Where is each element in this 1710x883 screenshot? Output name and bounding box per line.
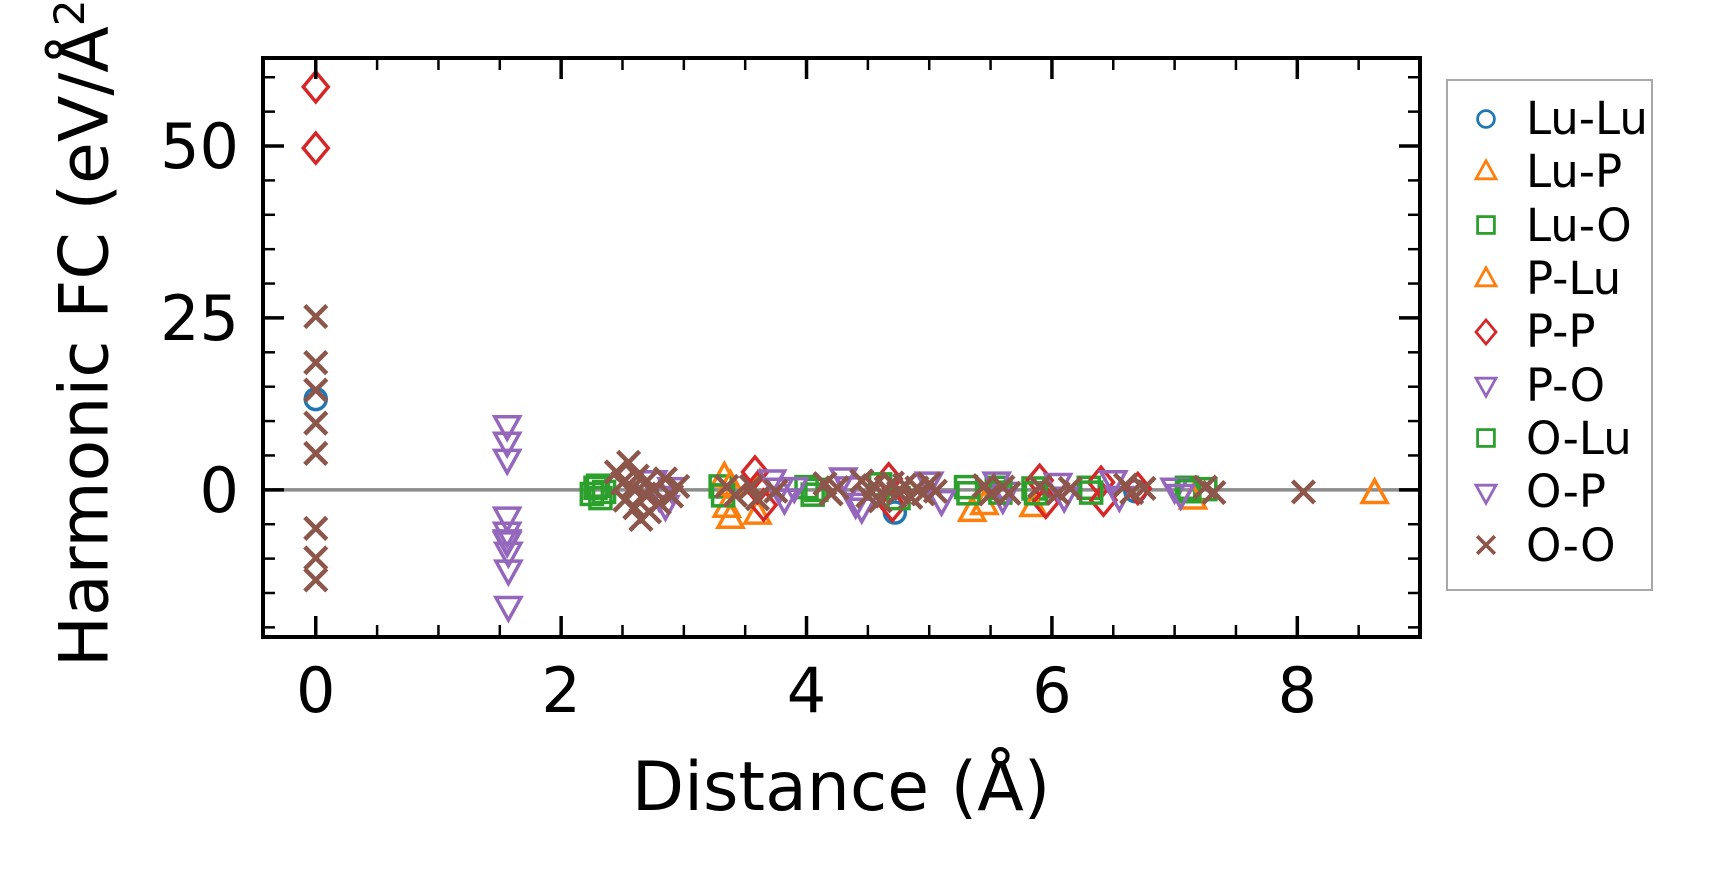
data-point-o-o bbox=[303, 440, 329, 466]
data-point-o-o bbox=[665, 473, 691, 499]
y-tick-label: 0 bbox=[200, 454, 239, 527]
data-point-o-o bbox=[824, 475, 850, 501]
data-point-o-o bbox=[616, 449, 642, 475]
x-tick-label: 8 bbox=[1278, 654, 1317, 727]
legend-item-lu-o: Lu-O bbox=[1466, 199, 1651, 252]
data-point-o-p bbox=[492, 559, 524, 588]
legend-label: Lu-P bbox=[1526, 145, 1623, 199]
legend-item-p-o: P-O bbox=[1466, 358, 1651, 412]
x-tick-label: 2 bbox=[541, 654, 580, 727]
data-point-p-o bbox=[840, 492, 872, 521]
data-point-o-o bbox=[1027, 473, 1053, 499]
triangle-down-icon bbox=[1473, 483, 1499, 506]
data-point-o-o bbox=[744, 486, 771, 512]
data-point-o-o bbox=[1201, 480, 1227, 506]
data-point-o-o bbox=[996, 480, 1022, 506]
y-axis-label-text: Harmonic FC (eV/Å bbox=[45, 26, 125, 668]
data-point-lu-o bbox=[588, 485, 613, 511]
triangle-up-icon bbox=[1473, 264, 1499, 287]
legend-label: O-P bbox=[1526, 465, 1607, 519]
data-point-o-p bbox=[1165, 483, 1197, 512]
data-point-o-p bbox=[492, 595, 524, 624]
data-point-o-p bbox=[926, 489, 957, 518]
data-point-o-o bbox=[303, 303, 329, 330]
series-o-o bbox=[303, 303, 1317, 593]
legend-label: P-O bbox=[1526, 358, 1606, 412]
legend-item-p-p: P-P bbox=[1466, 305, 1651, 358]
data-point-p-p bbox=[877, 487, 908, 524]
data-point-p-p bbox=[300, 130, 331, 166]
x-tick-label: 0 bbox=[296, 654, 335, 727]
triangle-down-icon bbox=[1473, 376, 1499, 400]
data-point-lu-p bbox=[956, 494, 988, 523]
y-axis-label-superscript: 2 bbox=[44, 0, 94, 27]
data-point-o-o bbox=[867, 488, 893, 514]
legend-item-lu-lu: Lu-Lu bbox=[1466, 92, 1651, 145]
legend-label: P-P bbox=[1526, 305, 1596, 359]
data-point-p-o bbox=[491, 506, 523, 535]
data-point-o-p bbox=[491, 529, 523, 557]
data-point-p-o bbox=[768, 488, 800, 517]
legend-label: Lu-Lu bbox=[1526, 92, 1648, 146]
data-point-o-lu bbox=[1078, 480, 1104, 505]
data-point-p-o bbox=[492, 541, 524, 570]
data-point-o-o bbox=[303, 350, 329, 376]
data-point-o-lu bbox=[585, 473, 611, 498]
data-point-lu-o bbox=[953, 474, 979, 500]
legend-label: O-Lu bbox=[1526, 411, 1632, 465]
data-point-o-o bbox=[1131, 475, 1157, 502]
plot-frame bbox=[261, 56, 1422, 639]
data-point-p-o bbox=[491, 448, 523, 477]
legend-item-o-p: O-P bbox=[1466, 465, 1651, 518]
y-tick-label: 25 bbox=[160, 282, 239, 355]
data-point-o-o bbox=[652, 466, 679, 492]
y-axis-label: Harmonic FC (eV/Å2) bbox=[44, 0, 125, 668]
triangle-up-icon bbox=[1473, 157, 1499, 181]
data-point-o-o bbox=[1290, 479, 1317, 505]
legend-label: O-O bbox=[1526, 518, 1616, 572]
circle-icon bbox=[1476, 108, 1496, 129]
series-p-p bbox=[300, 69, 1153, 524]
legend: Lu-Lu Lu-P Lu-O P-Lu P-P P-O O-Lu O-P O-O bbox=[1446, 79, 1653, 591]
x-tick-label: 6 bbox=[1032, 654, 1071, 727]
data-point-p-o bbox=[491, 414, 523, 443]
data-point-p-p bbox=[300, 69, 331, 105]
data-point-p-lu bbox=[741, 496, 773, 525]
data-point-p-o bbox=[491, 431, 523, 460]
x-axis-label: Distance (Å) bbox=[631, 748, 1051, 827]
data-point-o-o bbox=[738, 473, 764, 499]
diamond-icon bbox=[1474, 317, 1498, 347]
legend-label: Lu-O bbox=[1526, 198, 1632, 252]
data-point-o-p bbox=[778, 476, 810, 505]
ticks bbox=[263, 58, 1420, 637]
square-icon bbox=[1476, 215, 1496, 236]
data-point-o-o bbox=[1057, 475, 1083, 502]
y-tick-label: 50 bbox=[160, 110, 239, 183]
data-point-o-o bbox=[763, 478, 789, 504]
x-icon bbox=[1475, 534, 1497, 556]
legend-item-o-o: O-O bbox=[1466, 518, 1651, 572]
data-point-o-o bbox=[303, 515, 329, 541]
x-tick-label: 4 bbox=[787, 654, 826, 727]
data-point-o-o bbox=[303, 545, 329, 571]
data-point-o-o bbox=[722, 482, 748, 508]
legend-item-p-lu: P-Lu bbox=[1466, 252, 1651, 305]
legend-label: P-Lu bbox=[1526, 252, 1622, 306]
data-point-lu-p bbox=[1359, 476, 1391, 505]
data-point-lu-o bbox=[800, 482, 825, 507]
legend-item-o-lu: O-Lu bbox=[1466, 412, 1651, 465]
data-point-o-o bbox=[303, 410, 329, 436]
data-point-o-o bbox=[303, 567, 329, 593]
square-icon bbox=[1476, 428, 1496, 449]
legend-item-lu-p: Lu-P bbox=[1466, 145, 1651, 198]
data-point-o-o bbox=[303, 377, 329, 403]
data-point-o-o bbox=[922, 478, 948, 504]
data-point-lu-o bbox=[579, 481, 605, 507]
data-point-p-o bbox=[1159, 477, 1191, 506]
